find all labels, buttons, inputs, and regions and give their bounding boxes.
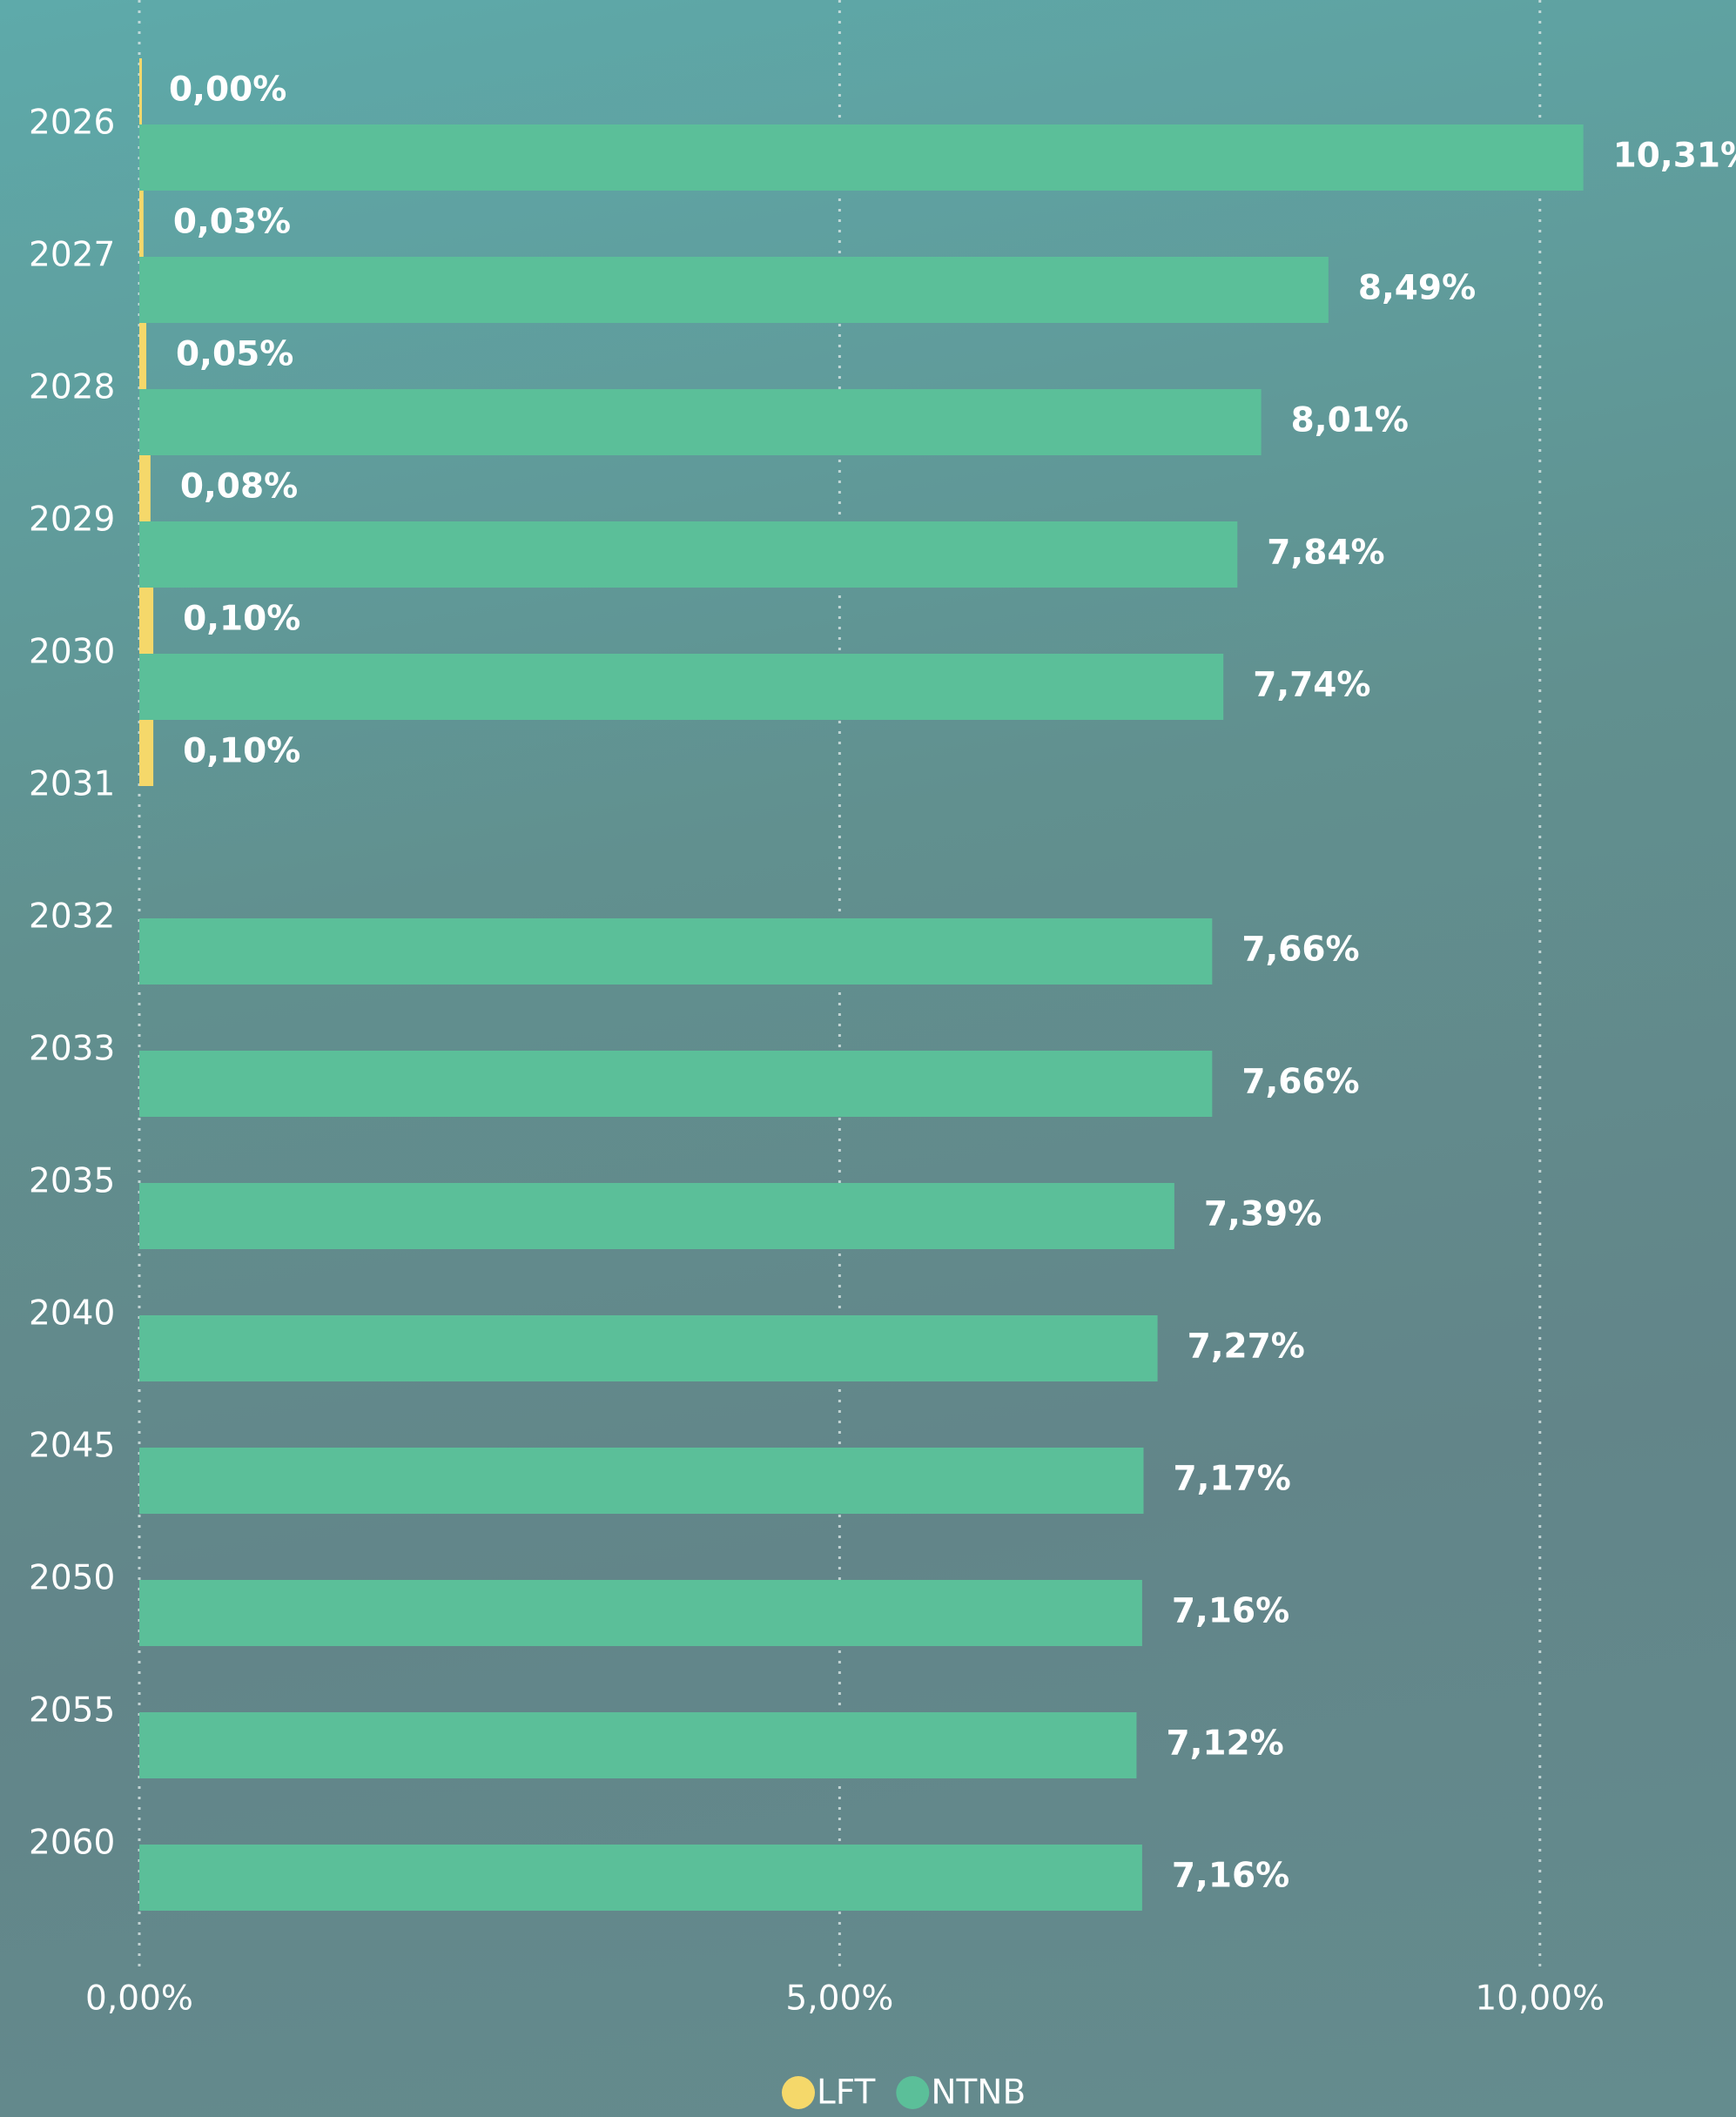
bar — [139, 1448, 1144, 1514]
bar — [139, 588, 154, 654]
data-label: 7,17% — [1173, 1460, 1290, 1499]
data-label: 0,10% — [183, 600, 300, 639]
x-tick-label: 10,00% — [1475, 1979, 1605, 2019]
data-label: 7,12% — [1166, 1724, 1283, 1764]
bar — [139, 1580, 1142, 1646]
y-tick-label: 2035 — [29, 1162, 115, 1201]
bar — [139, 1183, 1174, 1249]
y-tick-label: 2060 — [29, 1824, 115, 1863]
data-label: 7,66% — [1241, 1063, 1359, 1102]
y-tick-label: 2030 — [29, 633, 115, 672]
legend-label: NTNB — [931, 2073, 1026, 2113]
y-tick-label: 2032 — [29, 897, 115, 937]
bar — [139, 389, 1262, 455]
legend-label: LFT — [817, 2073, 875, 2113]
bar — [139, 1845, 1142, 1911]
y-tick-label: 2028 — [29, 368, 115, 407]
data-label: 7,16% — [1172, 1857, 1289, 1896]
data-label: 0,03% — [173, 203, 291, 242]
y-tick-label: 2026 — [29, 104, 115, 143]
legend-swatch — [782, 2076, 815, 2109]
bar — [139, 1051, 1213, 1117]
bar — [139, 124, 1584, 191]
data-label: 0,08% — [180, 467, 298, 507]
bar — [139, 455, 151, 521]
data-label: 7,39% — [1204, 1195, 1322, 1234]
bar — [139, 654, 1224, 720]
bar — [139, 58, 142, 124]
bar — [139, 1712, 1137, 1778]
data-label: 7,84% — [1267, 534, 1384, 573]
data-label: 0,00% — [169, 71, 286, 110]
data-label: 0,10% — [183, 732, 300, 771]
y-tick-label: 2040 — [29, 1294, 115, 1334]
data-label: 8,01% — [1291, 401, 1409, 440]
y-tick-label: 2027 — [29, 236, 115, 275]
bar — [139, 720, 154, 786]
x-tick-label: 5,00% — [785, 1979, 893, 2019]
y-tick-label: 2050 — [29, 1559, 115, 1598]
data-label: 7,66% — [1241, 931, 1359, 970]
bar — [139, 323, 147, 389]
y-tick-label: 2045 — [29, 1427, 115, 1466]
x-tick-label: 0,00% — [85, 1979, 193, 2019]
bar — [139, 918, 1213, 985]
bar — [139, 1315, 1158, 1381]
y-tick-label: 2055 — [29, 1691, 115, 1731]
data-label: 0,05% — [176, 335, 293, 374]
legend-swatch — [896, 2076, 930, 2109]
data-label: 7,16% — [1172, 1592, 1289, 1631]
data-label: 10,31% — [1613, 137, 1736, 176]
y-tick-label: 2033 — [29, 1030, 115, 1069]
y-tick-label: 2029 — [29, 501, 115, 540]
y-tick-label: 2031 — [29, 765, 115, 804]
bar — [139, 257, 1329, 323]
bar — [139, 191, 144, 257]
data-label: 7,27% — [1188, 1327, 1305, 1367]
data-label: 8,49% — [1358, 269, 1476, 308]
bar — [139, 521, 1238, 588]
data-label: 7,74% — [1253, 666, 1370, 705]
